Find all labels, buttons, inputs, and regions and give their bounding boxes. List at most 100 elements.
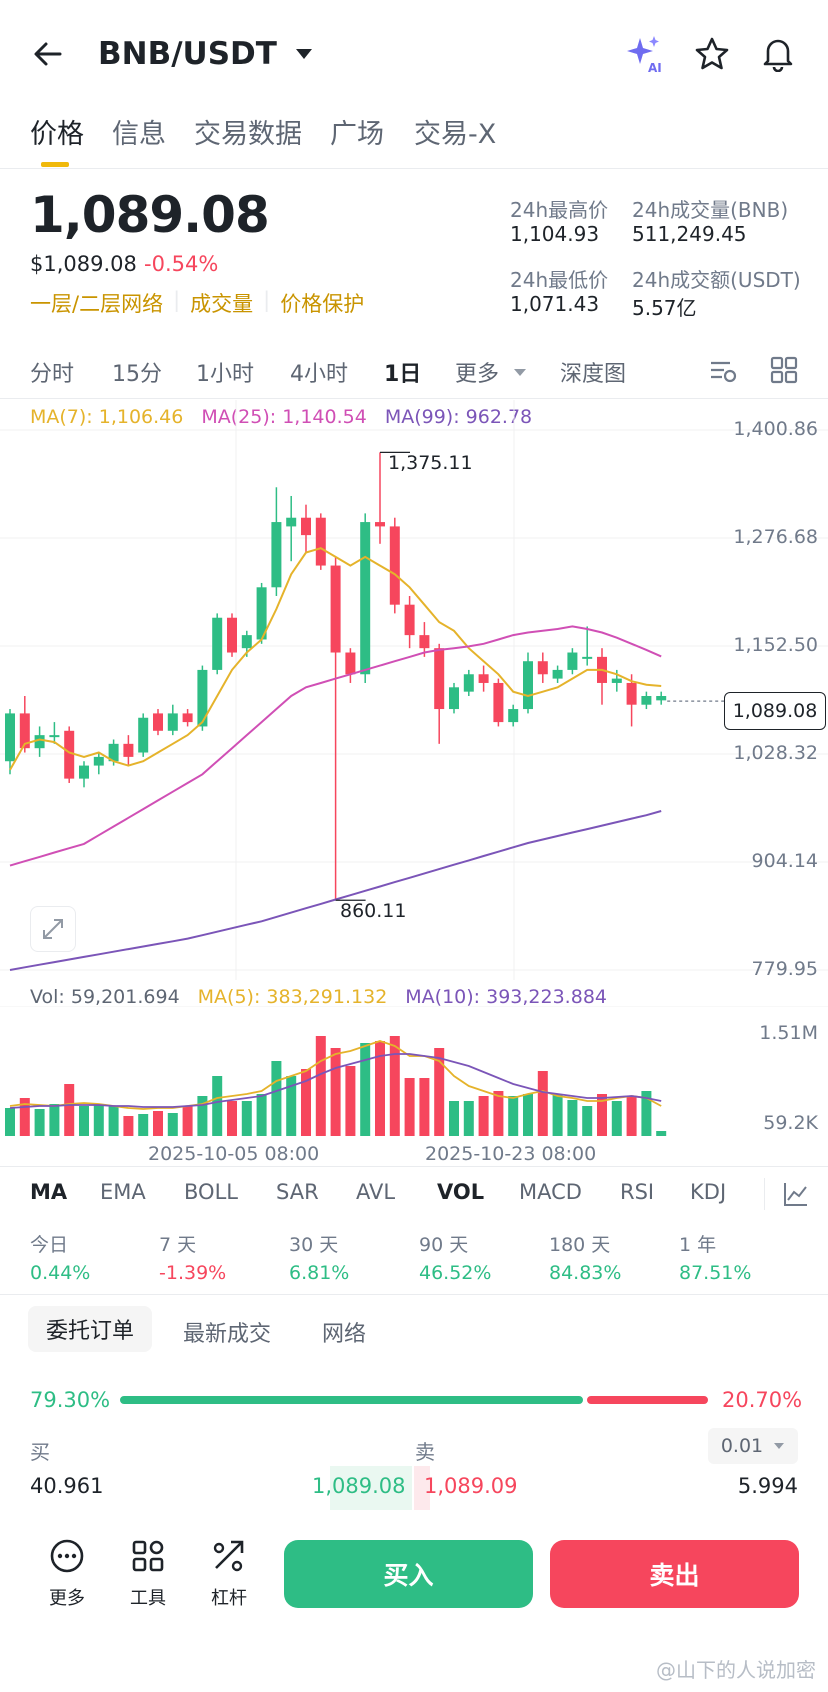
tf-1h[interactable]: 1小时	[196, 362, 254, 387]
volume-bar	[108, 1106, 119, 1136]
tf-15m[interactable]: 15分	[112, 362, 162, 387]
volume-bar	[419, 1078, 430, 1136]
candle-body	[153, 713, 163, 731]
high-label: 24h最高价	[510, 198, 609, 222]
tools-button[interactable]	[118, 1536, 178, 1608]
volume-bar	[552, 1094, 563, 1136]
tf-4h[interactable]: 4小时	[290, 362, 348, 387]
candle-body	[404, 604, 415, 636]
candle-body	[360, 522, 371, 675]
ind-macd[interactable]: MACD	[519, 1180, 582, 1204]
vol-label: 24h成交量(BNB)	[632, 198, 789, 222]
price-usd: $1,089.08	[30, 252, 137, 276]
tag-volume[interactable]: 成交量	[190, 292, 254, 316]
candle-body	[345, 652, 356, 675]
vol-value: 511,249.45	[632, 222, 747, 246]
candle-body	[93, 756, 104, 766]
price-axis-label: 1,152.50	[733, 634, 818, 656]
divider	[764, 1178, 765, 1210]
volume-bar	[212, 1076, 223, 1136]
candle-body	[537, 661, 548, 675]
candle-body	[197, 669, 208, 727]
candle-body	[419, 635, 430, 649]
expand-icon	[43, 919, 63, 939]
ind-rsi[interactable]: RSI	[620, 1180, 655, 1204]
candle-body	[375, 522, 385, 527]
ind-ma[interactable]: MA	[30, 1180, 68, 1204]
tab-info[interactable]: 信息	[112, 119, 166, 150]
candle-body	[463, 674, 474, 692]
volume-bar	[523, 1094, 533, 1136]
ma-legend: MA(7): 1,106.46 MA(25): 1,140.54 MA(99):…	[30, 406, 532, 428]
tab-network[interactable]: 网络	[322, 1322, 367, 1347]
book-tab-active[interactable]: 委托订单	[28, 1306, 152, 1352]
volume-chart[interactable]	[0, 1006, 828, 1136]
tab-trades[interactable]: 最新成交	[183, 1322, 272, 1347]
sell-header: 卖	[415, 1440, 435, 1464]
volume-bar	[227, 1101, 237, 1136]
vol-axis-label: 59.2K	[763, 1112, 818, 1134]
candle-body	[182, 713, 193, 723]
volume-bar	[508, 1096, 519, 1136]
price-axis-label: 1,276.68	[733, 526, 818, 548]
ma99-line	[9, 810, 662, 971]
low-value: 1,071.43	[510, 292, 600, 316]
tools-grid-icon	[132, 1540, 164, 1572]
tf-more[interactable]: 更多	[455, 356, 527, 388]
vol-ma5-label: MA(5): 383,291.132	[197, 986, 388, 1008]
lever-button[interactable]	[199, 1536, 259, 1608]
ind-ema[interactable]: EMA	[100, 1180, 146, 1204]
divider	[0, 1294, 828, 1295]
ind-avl[interactable]: AVL	[356, 1180, 396, 1204]
tag-protection[interactable]: 价格保护	[280, 292, 365, 316]
volume-bar	[271, 1061, 282, 1136]
star-icon[interactable]	[694, 36, 730, 72]
vol-axis-label: 1.51M	[759, 1022, 818, 1044]
precision-select[interactable]: 0.01	[708, 1428, 798, 1464]
ind-boll[interactable]: BOLL	[184, 1180, 238, 1204]
volume-bar	[19, 1098, 30, 1136]
tab-trade-data[interactable]: 交易数据	[194, 119, 302, 150]
volume-bar	[197, 1096, 208, 1136]
layout-grid-icon[interactable]	[770, 356, 798, 384]
back-arrow-icon[interactable]	[30, 36, 66, 72]
ind-sar[interactable]: SAR	[276, 1180, 319, 1204]
tab-square[interactable]: 广场	[330, 119, 384, 150]
bid-price[interactable]: 1,089.08	[312, 1474, 406, 1498]
chart-settings-icon[interactable]	[708, 356, 738, 386]
tab-price[interactable]: 价格	[30, 119, 84, 150]
more-label: 更多	[49, 1588, 85, 1609]
candle-body	[49, 735, 60, 738]
tf-depth[interactable]: 深度图	[560, 362, 627, 387]
tf-1d[interactable]: 1日	[384, 362, 422, 387]
sell-button[interactable]: 卖出	[550, 1540, 799, 1608]
period-value: 84.83%	[549, 1262, 622, 1284]
caret-down-icon	[514, 368, 527, 376]
volume-bar	[656, 1131, 667, 1136]
divider	[0, 398, 828, 399]
volume-bar	[123, 1116, 134, 1136]
volume-bar	[463, 1101, 474, 1136]
ind-vol[interactable]: VOL	[437, 1180, 485, 1204]
period-value: 6.81%	[289, 1262, 350, 1284]
volume-bar	[256, 1094, 267, 1136]
tf-time[interactable]: 分时	[30, 362, 75, 387]
buy-button[interactable]: 买入	[284, 1540, 533, 1608]
volume-bar	[582, 1106, 593, 1136]
indicator-chart-icon[interactable]	[782, 1180, 810, 1208]
ask-price[interactable]: 1,089.09	[424, 1474, 518, 1498]
more-button[interactable]	[37, 1536, 97, 1608]
expand-chart-button[interactable]	[30, 906, 76, 952]
ind-kdj[interactable]: KDJ	[690, 1180, 727, 1204]
bell-icon[interactable]	[760, 34, 796, 73]
ai-sparkle-icon[interactable]: AI	[624, 34, 666, 76]
tab-trade-x[interactable]: 交易-X	[414, 119, 497, 150]
current-price-tag: 1,089.08	[724, 692, 826, 730]
pair-selector[interactable]: BNB/USDT	[98, 34, 313, 74]
tag-layer[interactable]: 一层/二层网络	[30, 292, 164, 316]
price-chart[interactable]	[0, 400, 828, 980]
tab-active-indicator	[41, 162, 69, 167]
more-dots-icon	[50, 1539, 84, 1573]
volume-bar	[537, 1071, 548, 1136]
candle-body	[167, 713, 178, 731]
